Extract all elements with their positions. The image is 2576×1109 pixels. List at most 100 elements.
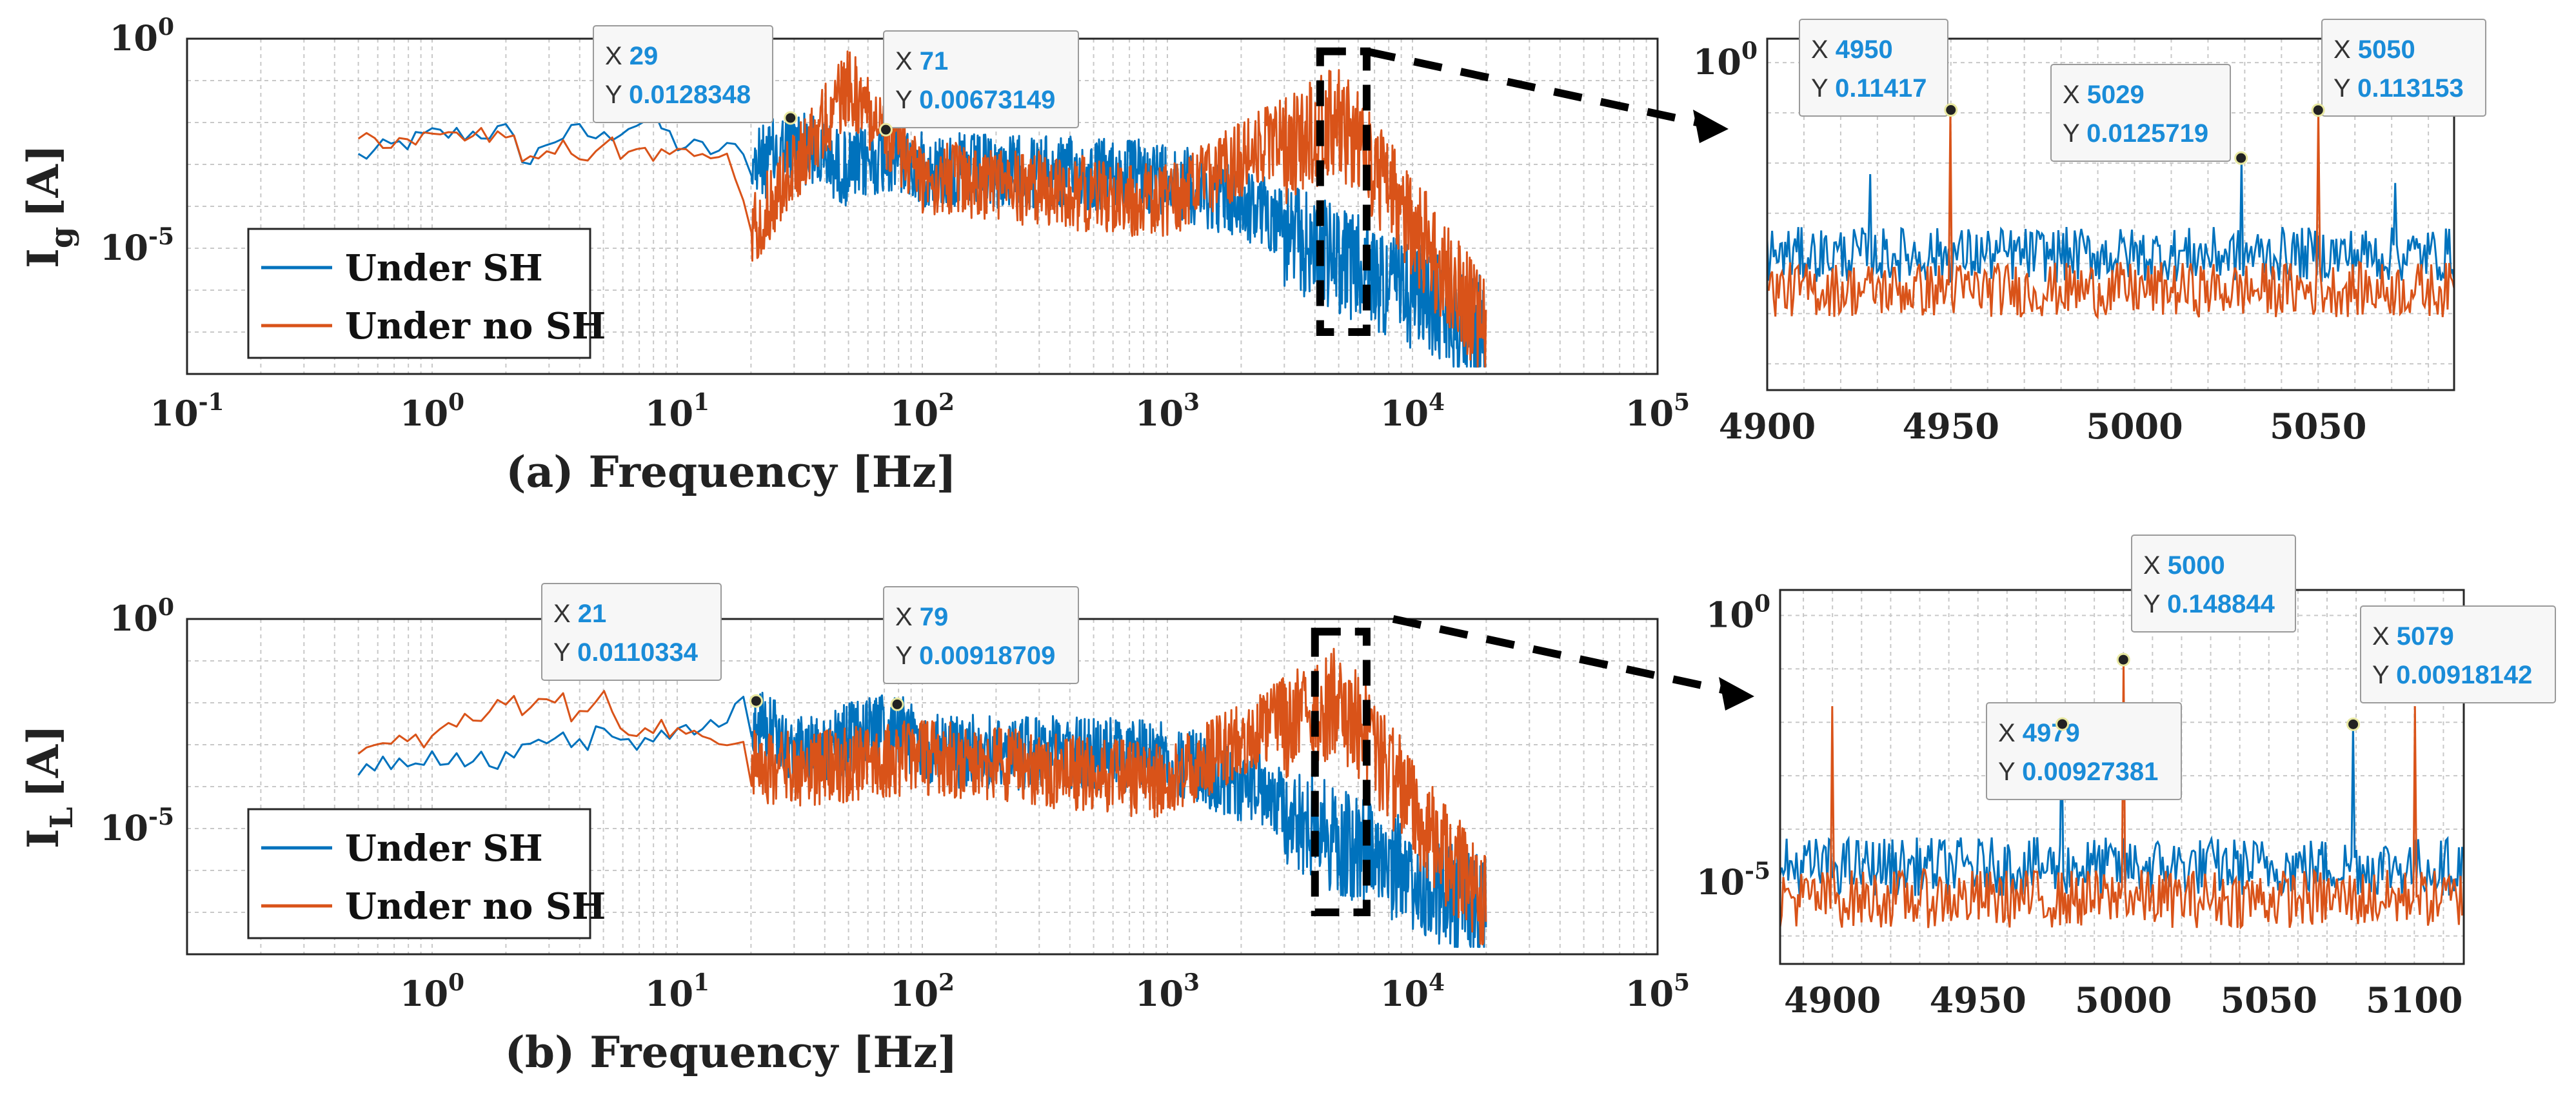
datatip-box xyxy=(2050,64,2231,162)
panel-b-main-plot: 100 101 102 103 104 105 100 10-5 (b) Frequency [… xyxy=(18,583,1690,1077)
datatip-y-label: Y 0.113153 xyxy=(2333,74,2464,103)
datatip-box xyxy=(1799,19,1948,117)
datatip-x-label: X 5000 xyxy=(2143,551,2225,580)
series-under-no-sh-line xyxy=(1779,660,2463,930)
y-tick-label: 100 xyxy=(110,14,174,59)
axes-box xyxy=(1766,37,2455,391)
zoom-box xyxy=(1311,627,1371,916)
datatip: X 5079 Y 0.00918142 xyxy=(2346,605,2556,731)
datatip-box xyxy=(2321,19,2486,117)
x-tick-label: 4950 xyxy=(1903,406,1999,447)
datatip-marker xyxy=(878,123,893,137)
y-tick-label: 10-5 xyxy=(100,223,174,268)
datatip: X 71 Y 0.00673149 xyxy=(878,30,1079,137)
datatip-y-label: Y 0.00918709 xyxy=(895,642,1055,670)
series-under-sh-line xyxy=(357,108,1487,368)
y-axis-label: Ig[A] xyxy=(18,144,80,268)
zoom-arrow-line xyxy=(1392,615,1736,696)
datatip-x-label: X 21 xyxy=(553,600,606,628)
legend-box xyxy=(247,228,591,359)
x-tick-label: 102 xyxy=(890,389,955,434)
legend-entry: Under SH xyxy=(345,827,543,870)
datatip-x-label: X 29 xyxy=(605,42,658,70)
datatip-x-label: X 71 xyxy=(895,47,948,75)
datatip: X 5050 Y 0.113153 xyxy=(2311,19,2486,117)
x-tick-label: 5000 xyxy=(2086,406,2183,447)
x-tick-label: 5100 xyxy=(2366,979,2462,1021)
x-tick-label: 101 xyxy=(645,969,709,1014)
legend: Under SH Under no SH xyxy=(247,808,606,939)
datatip: X 21 Y 0.0110334 xyxy=(541,583,763,708)
y-tick-label: 100 xyxy=(1693,37,1758,83)
datatip-y-label: Y 0.11417 xyxy=(1811,74,1927,103)
y-tick-label: 10-5 xyxy=(1696,858,1770,903)
x-axis-label: (a) Frequency [Hz] xyxy=(506,447,956,497)
y-tick-label: 100 xyxy=(110,594,174,639)
datatip-box xyxy=(883,30,1079,128)
datatip-y-label: Y 0.148844 xyxy=(2143,590,2275,618)
datatip-marker xyxy=(2311,103,2325,117)
datatip-x-label: X 5029 xyxy=(2063,81,2145,109)
datatip: X 5000 Y 0.148844 xyxy=(2116,535,2296,667)
x-tick-label: 103 xyxy=(1135,969,1200,1014)
series-under-sh-line xyxy=(1766,158,2455,284)
datatip-marker xyxy=(2234,151,2248,165)
datatip-x-label: X 79 xyxy=(895,603,948,631)
x-tick-label: 10-1 xyxy=(150,389,224,434)
x-axis-label: (b) Frequency [Hz] xyxy=(505,1027,958,1077)
datatip: X 79 Y 0.00918709 xyxy=(883,586,1079,711)
x-tick-label: 5000 xyxy=(2075,979,2172,1021)
zoom-arrow-head xyxy=(1719,677,1754,711)
legend-box xyxy=(247,808,591,939)
x-tick-label: 100 xyxy=(400,969,464,1014)
datatip-marker xyxy=(1944,103,1958,117)
series-under-no-sh-line xyxy=(357,50,1487,368)
x-tick-label: 100 xyxy=(400,389,464,434)
datatip-x-label: X 5050 xyxy=(2333,35,2415,64)
legend-entry: Under no SH xyxy=(345,885,606,928)
x-tick-label: 4950 xyxy=(1930,979,2026,1021)
x-tick-label: 105 xyxy=(1625,969,1690,1014)
datatip-box xyxy=(1986,702,2182,800)
y-tick-label: 10-5 xyxy=(100,803,174,849)
legend-entry: Under no SH xyxy=(345,305,606,348)
datatip-marker xyxy=(2116,653,2130,667)
datatip-marker xyxy=(2056,717,2070,731)
datatip: X 4950 Y 0.11417 xyxy=(1799,19,1958,117)
zoom-arrow-head xyxy=(1693,110,1729,143)
datatip-x-label: X 4950 xyxy=(1811,35,1893,64)
x-tick-label: 105 xyxy=(1625,389,1690,434)
datatip-y-label: Y 0.0110334 xyxy=(553,638,698,667)
y-axis-label: IL[A] xyxy=(18,725,80,849)
datatip-marker xyxy=(749,694,763,708)
legend-entry: Under SH xyxy=(345,247,543,290)
axes-box xyxy=(1779,589,2465,965)
x-tick-label: 103 xyxy=(1135,389,1200,434)
datatip-marker xyxy=(784,111,798,125)
panel-a-main-plot: 10-1 100 101 102 103 104 105 100 10-5 (a) Frequen… xyxy=(18,14,1690,497)
datatip-y-label: Y 0.00927381 xyxy=(1998,758,2158,786)
legend: Under SH Under no SH xyxy=(247,228,606,359)
datatip-y-label: Y 0.0128348 xyxy=(605,81,751,109)
datatip-marker xyxy=(890,697,904,711)
x-tick-label: 4900 xyxy=(1719,406,1816,447)
x-tick-label: 4900 xyxy=(1784,979,1881,1021)
datatip: X 5029 Y 0.0125719 xyxy=(2050,64,2248,165)
series-under-no-sh-line xyxy=(1767,110,2455,320)
datatip-y-label: Y 0.00918142 xyxy=(2372,661,2532,689)
zoom-box xyxy=(1316,47,1371,336)
datatip-y-label: Y 0.00673149 xyxy=(895,86,1055,114)
datatip-x-label: X 5079 xyxy=(2372,622,2454,651)
datatip-box xyxy=(2131,535,2296,633)
zoom-arrows xyxy=(1366,48,1754,711)
x-tick-label: 5050 xyxy=(2270,406,2366,447)
datatip-marker xyxy=(2346,717,2361,731)
x-tick-label: 102 xyxy=(890,969,955,1014)
x-tick-label: 104 xyxy=(1380,969,1445,1014)
datatip-box xyxy=(883,586,1079,684)
x-tick-label: 101 xyxy=(645,389,709,434)
panel-a-zoom-plot: 4900 4950 5000 5050 100 X 4950 Y 0.11417 X 5029… xyxy=(1693,19,2486,447)
